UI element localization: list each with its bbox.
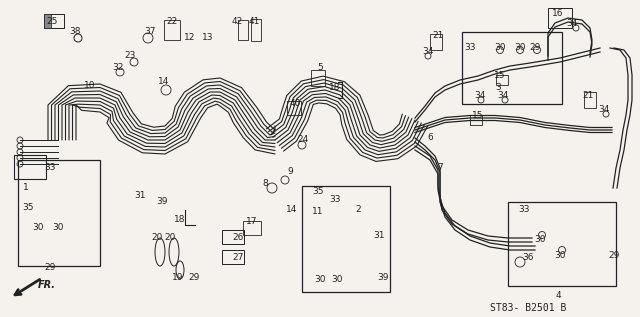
Text: 38: 38: [69, 28, 81, 36]
Bar: [14, 155, 46, 179]
Text: 30: 30: [534, 236, 546, 244]
Bar: [222, 250, 244, 264]
Text: 39: 39: [377, 274, 388, 282]
Text: 30: 30: [494, 43, 506, 53]
Text: 20: 20: [164, 234, 176, 243]
Text: 33: 33: [464, 43, 476, 53]
Text: 36: 36: [522, 254, 534, 262]
Text: 31: 31: [134, 191, 146, 200]
Bar: [311, 70, 325, 86]
Text: 8: 8: [262, 178, 268, 187]
Text: 29: 29: [188, 274, 200, 282]
Text: 20: 20: [151, 234, 163, 243]
Text: 35: 35: [22, 204, 34, 212]
Text: 21: 21: [432, 31, 444, 41]
Text: 29: 29: [529, 43, 541, 53]
Text: 32: 32: [112, 63, 124, 73]
Bar: [470, 115, 482, 125]
Text: 33: 33: [44, 164, 56, 172]
Text: 34: 34: [474, 92, 486, 100]
Text: 29: 29: [608, 251, 620, 261]
Bar: [18, 160, 100, 266]
Text: 18: 18: [174, 216, 186, 224]
Text: 7: 7: [437, 164, 443, 172]
Text: 6: 6: [427, 133, 433, 143]
Text: 34: 34: [598, 106, 610, 114]
Text: 34: 34: [422, 48, 434, 56]
Text: 14: 14: [286, 205, 298, 215]
Bar: [548, 8, 572, 28]
Text: 40: 40: [289, 99, 301, 107]
Text: 29: 29: [44, 263, 56, 273]
Text: 27: 27: [232, 254, 244, 262]
Text: 42: 42: [232, 17, 243, 27]
Text: 37: 37: [144, 28, 156, 36]
Text: 30: 30: [332, 275, 343, 284]
Bar: [584, 92, 596, 108]
Bar: [44, 14, 64, 28]
Text: 15: 15: [472, 112, 484, 120]
Bar: [238, 20, 248, 40]
Bar: [508, 202, 616, 286]
Bar: [251, 19, 261, 41]
Text: 16: 16: [552, 10, 564, 18]
Text: 23: 23: [124, 51, 136, 61]
Bar: [44, 14, 51, 28]
Bar: [243, 221, 261, 235]
Text: 12: 12: [184, 34, 196, 42]
Text: 34: 34: [497, 92, 509, 100]
Bar: [496, 75, 508, 85]
Text: 30: 30: [554, 251, 566, 261]
Text: 34: 34: [566, 20, 578, 29]
Text: 21: 21: [582, 92, 594, 100]
Text: 25: 25: [46, 17, 58, 27]
Text: 33: 33: [518, 205, 530, 215]
Text: 22: 22: [166, 17, 178, 27]
Text: 13: 13: [202, 34, 214, 42]
Bar: [287, 101, 301, 115]
Bar: [430, 34, 442, 50]
Text: 2: 2: [355, 205, 361, 215]
Text: 30: 30: [314, 275, 326, 284]
Text: 5: 5: [317, 63, 323, 73]
Text: 15: 15: [494, 72, 506, 81]
Text: 39: 39: [156, 197, 168, 206]
Text: 11: 11: [312, 208, 324, 217]
Text: 4: 4: [555, 292, 561, 301]
Bar: [164, 20, 180, 40]
Text: 30: 30: [32, 223, 44, 232]
Text: 26: 26: [232, 234, 244, 243]
Text: 9: 9: [287, 167, 293, 177]
Text: 14: 14: [158, 77, 170, 87]
Text: 41: 41: [248, 17, 260, 27]
Text: 3: 3: [495, 83, 501, 93]
Text: 31: 31: [373, 230, 385, 240]
Bar: [462, 32, 562, 104]
Text: 33: 33: [329, 196, 340, 204]
Text: 19: 19: [172, 274, 184, 282]
Bar: [222, 230, 244, 244]
Text: 24: 24: [298, 135, 308, 145]
Text: FR.: FR.: [38, 280, 56, 290]
Text: 18: 18: [329, 83, 340, 93]
Text: 17: 17: [246, 217, 258, 227]
Text: 30: 30: [52, 223, 64, 232]
Text: 30: 30: [515, 43, 525, 53]
Text: 35: 35: [312, 187, 324, 197]
Text: 1: 1: [23, 184, 29, 192]
Bar: [302, 186, 390, 292]
Text: ST83- B2501 B: ST83- B2501 B: [490, 303, 566, 313]
Text: 10: 10: [84, 81, 96, 90]
